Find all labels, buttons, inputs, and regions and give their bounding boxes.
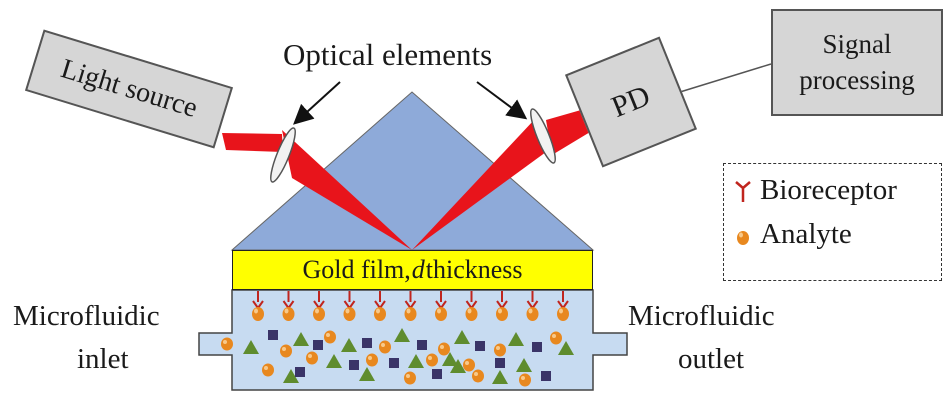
- square-particle: [389, 358, 399, 368]
- triangle-particle: [508, 332, 524, 346]
- inlet-label-line2: inlet: [77, 343, 129, 375]
- signal-label-line1: Signal: [822, 29, 892, 60]
- square-particle: [475, 341, 485, 351]
- analyte-particle: [366, 353, 378, 367]
- analyte-particle: [494, 343, 506, 357]
- bound-receptor: [374, 291, 386, 321]
- incident-beam: [222, 133, 283, 152]
- analyte-particle: [550, 331, 562, 345]
- analyte-particle: [472, 369, 484, 383]
- signal-label-line2: processing: [799, 64, 915, 95]
- triangle-particle: [359, 367, 375, 381]
- bioreceptor-row: [252, 291, 569, 321]
- signal-processing-box: Signal processing: [771, 9, 943, 116]
- triangle-particle: [408, 354, 424, 368]
- bound-receptor: [435, 291, 447, 321]
- triangle-particle: [516, 358, 532, 372]
- outlet-label-line2: outlet: [678, 343, 745, 375]
- legend-row-bioreceptor: Bioreceptor: [734, 174, 897, 207]
- analyte-particle: [426, 353, 438, 367]
- arrow-icon: [293, 81, 341, 125]
- square-particle: [313, 340, 323, 350]
- analyte-particle: [438, 342, 450, 356]
- analyte-particle: [463, 358, 475, 372]
- square-particle: [541, 371, 551, 381]
- square-particle: [349, 360, 359, 370]
- square-particle: [532, 342, 542, 352]
- analyte-particle: [404, 371, 416, 385]
- lens-icon: [530, 108, 556, 164]
- reflected-beam-diverging: [412, 120, 546, 250]
- outlet-label-line1: Microfluidic: [628, 300, 775, 332]
- analyte-particle: [519, 373, 531, 387]
- gold-film-label-prefix: Gold film,: [302, 255, 411, 284]
- bound-receptor: [526, 291, 539, 321]
- gold-film-label-var: d: [411, 255, 425, 284]
- bound-receptor: [282, 291, 295, 321]
- bound-receptor: [343, 291, 356, 321]
- triangle-particle: [450, 359, 466, 373]
- analyte-particle: [379, 340, 391, 354]
- particles: [221, 328, 574, 387]
- bioreceptor-icon: [735, 180, 751, 202]
- legend: Bioreceptor Analyte: [723, 163, 942, 281]
- triangle-particle: [326, 354, 342, 368]
- analyte-icon: [737, 230, 749, 245]
- analyte-particle: [280, 344, 292, 358]
- triangle-particle: [558, 341, 574, 355]
- square-particle: [432, 369, 442, 379]
- legend-analyte-label: Analyte: [760, 218, 852, 250]
- square-particle: [295, 367, 305, 377]
- square-particle: [417, 340, 427, 350]
- pd-label: PD: [606, 79, 655, 125]
- bound-receptor: [313, 291, 325, 321]
- legend-bioreceptor-label: Bioreceptor: [760, 174, 897, 206]
- gold-film-label-suffix: thickness: [425, 255, 523, 284]
- legend-row-analyte: Analyte: [734, 218, 852, 251]
- lens-icon: [270, 127, 296, 183]
- signal-line: [679, 63, 772, 93]
- square-particle: [495, 358, 505, 368]
- bound-receptor: [404, 291, 417, 321]
- bound-receptor: [465, 291, 478, 321]
- triangle-particle: [283, 369, 299, 383]
- triangle-particle: [243, 340, 259, 354]
- bound-receptor: [252, 291, 264, 321]
- triangle-particle: [293, 332, 309, 346]
- bound-receptor: [557, 291, 569, 321]
- incident-beam-converging: [282, 130, 412, 250]
- optical-elements-label: Optical elements: [283, 37, 493, 72]
- analyte-particle: [306, 351, 318, 365]
- gold-film: Gold film, d thickness: [232, 250, 593, 290]
- inlet-label-line1: Microfluidic: [13, 300, 160, 332]
- bound-receptor: [496, 291, 508, 321]
- triangle-particle: [394, 328, 410, 342]
- square-particle: [362, 338, 372, 348]
- triangle-particle: [442, 352, 458, 366]
- triangle-particle: [341, 338, 357, 352]
- analyte-particle: [221, 337, 233, 351]
- triangle-particle: [492, 370, 508, 384]
- square-particle: [268, 330, 278, 340]
- analyte-particle: [262, 363, 274, 377]
- arrow-icon: [476, 81, 528, 120]
- triangle-particle: [454, 330, 470, 344]
- analyte-particle: [324, 330, 336, 344]
